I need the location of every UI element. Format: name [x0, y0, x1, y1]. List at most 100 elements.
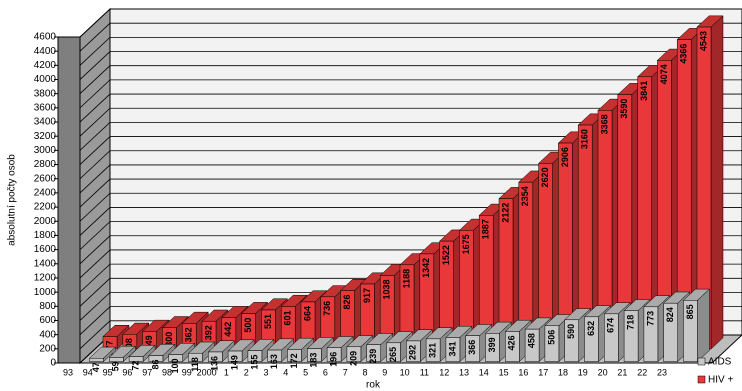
y-tick-label: 0 [50, 358, 56, 369]
grid-line [79, 150, 742, 180]
x-tick-label: 14 [479, 367, 489, 377]
x-tick-label: 10 [400, 367, 410, 377]
legend-label: HIV + [708, 375, 733, 386]
y-tick-label: 1600 [34, 244, 57, 255]
grid-line [79, 51, 742, 80]
bar [425, 338, 441, 362]
value-label: 826 [342, 294, 352, 309]
bar [683, 300, 698, 362]
grid-line [79, 136, 742, 165]
bar [326, 347, 342, 362]
legend-swatch [697, 375, 706, 384]
y-tick-label: 1000 [34, 287, 57, 298]
value-label: 292 [408, 345, 418, 360]
y-tick-label: 4200 [34, 60, 57, 71]
value-label: 1675 [461, 234, 471, 254]
y-tick-label: 1200 [34, 273, 57, 284]
x-tick-label: 19 [578, 367, 588, 377]
bar-group: 865 [682, 288, 711, 363]
value-label: 86 [150, 360, 160, 370]
x-tick-label: 9 [382, 367, 387, 377]
x-tick-label: 7 [343, 367, 348, 377]
bar-group: 47 [88, 346, 117, 372]
value-label: 1887 [481, 219, 491, 239]
value-label: 1038 [382, 279, 392, 299]
value-label: 4543 [698, 31, 708, 51]
bar [505, 331, 520, 362]
x-tick-label: 18 [558, 367, 568, 377]
side-wall-face [57, 36, 81, 364]
x-tick-label: 15 [499, 367, 509, 377]
x-tick-label: 4 [283, 367, 288, 377]
y-tick-label: 800 [39, 301, 56, 312]
value-label: 2620 [540, 167, 550, 187]
y-tick-label: 1400 [34, 258, 57, 269]
x-tick-label: 2000 [197, 367, 217, 377]
y-tick-label: 3000 [34, 145, 57, 156]
y-tick-label: 4400 [34, 46, 57, 57]
bar [584, 316, 599, 362]
y-tick-label: 2400 [34, 188, 57, 199]
bar [564, 319, 579, 362]
x-tick-label: 21 [617, 367, 627, 377]
bar [663, 302, 678, 362]
value-label: 865 [685, 304, 695, 319]
value-label: 47 [91, 362, 101, 372]
value-label: 208 [124, 338, 134, 353]
bar [267, 349, 282, 362]
y-tick-label: 2600 [34, 173, 57, 184]
bar [465, 335, 480, 362]
x-tick-label: 3 [263, 367, 268, 377]
value-label: 442 [223, 322, 233, 337]
bar [227, 350, 243, 362]
grid-line [79, 164, 742, 194]
y-tick-label: 400 [39, 329, 56, 340]
bar-side [697, 288, 710, 363]
value-label: 172 [289, 353, 299, 368]
bar-group: 59 [108, 345, 136, 371]
x-tick-label: 2 [244, 367, 249, 377]
bar [386, 342, 401, 362]
value-label: 736 [322, 301, 332, 316]
bar [604, 313, 619, 362]
bar [287, 349, 302, 362]
value-label: 239 [368, 349, 378, 364]
value-label: 2122 [500, 203, 510, 223]
value-label: 265 [388, 347, 398, 362]
value-label: 674 [606, 318, 616, 333]
x-tick-label: 96 [122, 367, 132, 377]
grid-line [79, 22, 742, 52]
grid-line [79, 65, 742, 94]
value-label: 155 [249, 355, 259, 370]
value-label: 72 [130, 360, 140, 370]
value-label: 341 [447, 341, 457, 356]
y-tick-label: 3800 [34, 88, 57, 99]
value-label: 399 [487, 337, 497, 352]
grid-line [79, 36, 742, 66]
y-tick-label: 600 [39, 315, 56, 326]
y-tick-label: 3400 [34, 117, 57, 128]
bar [188, 352, 203, 362]
bar [406, 340, 421, 362]
bar-group: 86 [148, 343, 176, 370]
x-tick-label: 12 [439, 367, 449, 377]
bar [208, 351, 223, 362]
value-label: 4074 [659, 64, 669, 84]
y-tick-label: 3200 [34, 131, 57, 142]
side-wall [79, 7, 111, 365]
x-tick-label: 13 [459, 367, 469, 377]
bar [445, 337, 461, 362]
value-label: 1188 [401, 269, 411, 289]
y-tick-label: 3600 [34, 103, 57, 114]
bar [307, 348, 322, 362]
x-tick-label: 93 [63, 367, 73, 377]
x-tick-label: 1 [224, 367, 229, 377]
y-tick-label: 2200 [34, 202, 57, 213]
y-tick-label: 4000 [34, 74, 57, 85]
bar-group: 100 [168, 342, 196, 374]
bar-group: 362 [181, 311, 209, 350]
value-label: 824 [665, 307, 675, 322]
value-label: 366 [467, 340, 477, 355]
bar-group: 265 [385, 331, 414, 363]
